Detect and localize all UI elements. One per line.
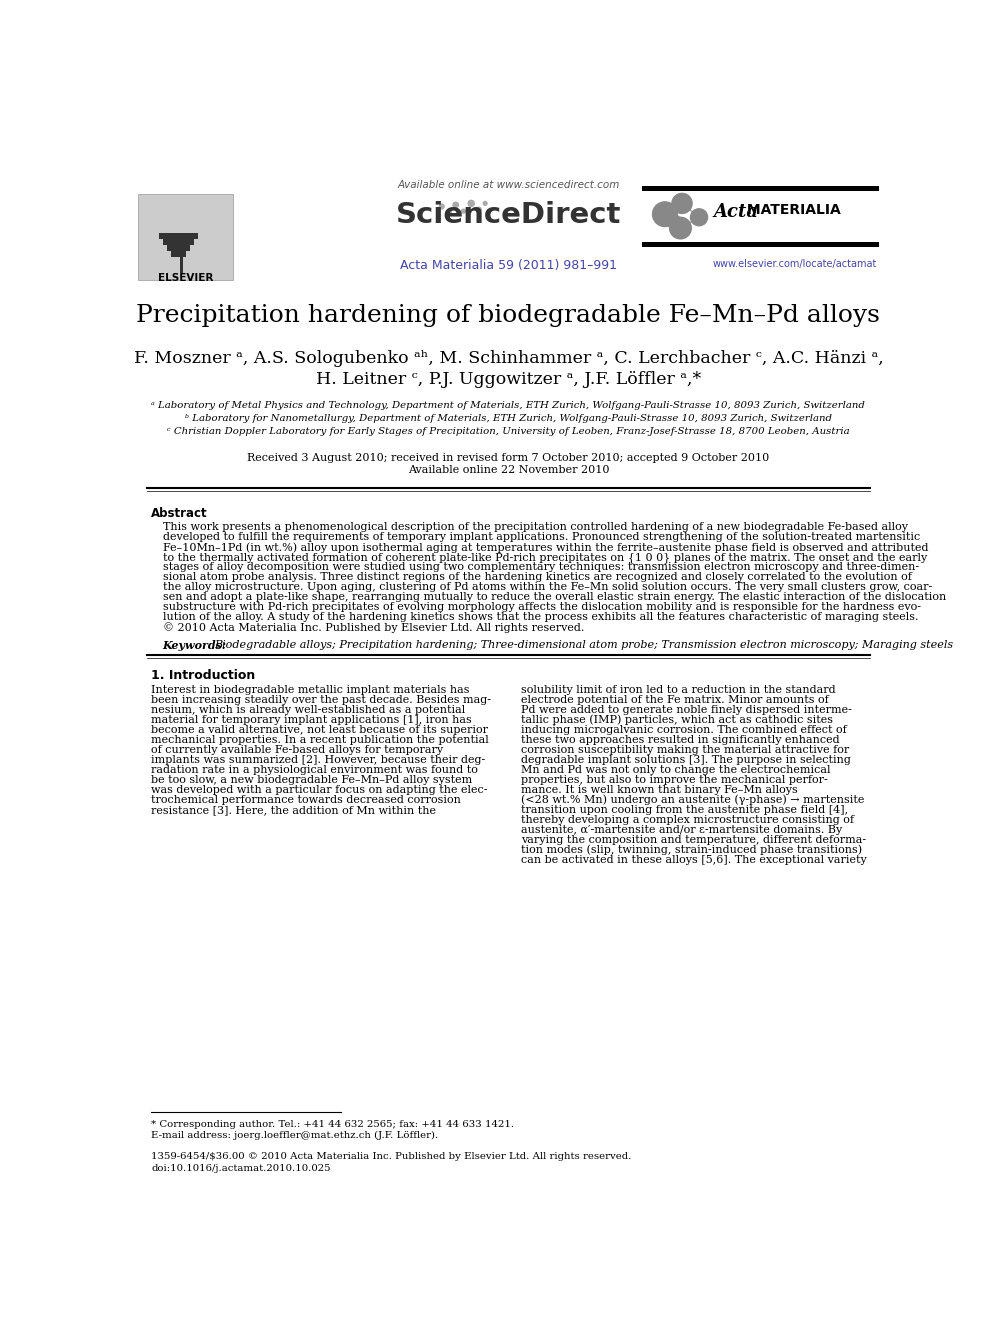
- Text: solubility limit of iron led to a reduction in the standard: solubility limit of iron led to a reduct…: [521, 685, 835, 695]
- Circle shape: [653, 202, 678, 226]
- Text: radation rate in a physiological environment was found to: radation rate in a physiological environ…: [151, 765, 478, 775]
- Text: trochemical performance towards decreased corrosion: trochemical performance towards decrease…: [151, 795, 461, 804]
- Text: MATERIALIA: MATERIALIA: [742, 204, 841, 217]
- Text: sional atom probe analysis. Three distinct regions of the hardening kinetics are: sional atom probe analysis. Three distin…: [163, 573, 912, 582]
- Text: corrosion susceptibility making the material attractive for: corrosion susceptibility making the mate…: [521, 745, 849, 754]
- Circle shape: [468, 200, 474, 206]
- Text: inducing microgalvanic corrosion. The combined effect of: inducing microgalvanic corrosion. The co…: [521, 725, 846, 734]
- Text: www.elsevier.com/locate/actamat: www.elsevier.com/locate/actamat: [713, 259, 877, 269]
- Text: 1359-6454/$36.00 © 2010 Acta Materialia Inc. Published by Elsevier Ltd. All righ: 1359-6454/$36.00 © 2010 Acta Materialia …: [151, 1152, 632, 1162]
- Text: Fe–10Mn–1Pd (in wt.%) alloy upon isothermal aging at temperatures within the fer: Fe–10Mn–1Pd (in wt.%) alloy upon isother…: [163, 542, 929, 553]
- FancyBboxPatch shape: [167, 245, 189, 251]
- Circle shape: [453, 202, 458, 208]
- FancyBboxPatch shape: [642, 185, 879, 191]
- Text: mance. It is well known that binary Fe–Mn alloys: mance. It is well known that binary Fe–M…: [521, 785, 798, 795]
- Text: Available online at www.sciencedirect.com: Available online at www.sciencedirect.co…: [397, 180, 620, 191]
- Circle shape: [670, 217, 691, 239]
- Text: austenite, α′-martensite and/or ε-martensite domains. By: austenite, α′-martensite and/or ε-marten…: [521, 824, 842, 835]
- Text: transition upon cooling from the austenite phase field [4],: transition upon cooling from the austeni…: [521, 804, 848, 815]
- Text: tion modes (slip, twinning, strain-induced phase transitions): tion modes (slip, twinning, strain-induc…: [521, 845, 862, 856]
- Text: tallic phase (IMP) particles, which act as cathodic sites: tallic phase (IMP) particles, which act …: [521, 714, 833, 725]
- Text: properties, but also to improve the mechanical perfor-: properties, but also to improve the mech…: [521, 775, 827, 785]
- Text: implants was summarized [2]. However, because their deg-: implants was summarized [2]. However, be…: [151, 754, 485, 765]
- Text: H. Leitner ᶜ, P.J. Uggowitzer ᵃ, J.F. Löffler ᵃ,*: H. Leitner ᶜ, P.J. Uggowitzer ᵃ, J.F. Lö…: [315, 370, 701, 388]
- FancyBboxPatch shape: [171, 251, 186, 257]
- Text: Abstract: Abstract: [151, 507, 207, 520]
- FancyBboxPatch shape: [642, 242, 879, 247]
- Text: © 2010 Acta Materialia Inc. Published by Elsevier Ltd. All rights reserved.: © 2010 Acta Materialia Inc. Published by…: [163, 622, 584, 634]
- Text: degradable implant solutions [3]. The purpose in selecting: degradable implant solutions [3]. The pu…: [521, 754, 851, 765]
- Text: Available online 22 November 2010: Available online 22 November 2010: [408, 466, 609, 475]
- FancyBboxPatch shape: [180, 257, 183, 273]
- Text: This work presents a phenomenological description of the precipitation controlle: This work presents a phenomenological de…: [163, 523, 908, 532]
- Text: resistance [3]. Here, the addition of Mn within the: resistance [3]. Here, the addition of Mn…: [151, 804, 436, 815]
- Text: mechanical properties. In a recent publication the potential: mechanical properties. In a recent publi…: [151, 734, 489, 745]
- Text: Mn and Pd was not only to change the electrochemical: Mn and Pd was not only to change the ele…: [521, 765, 830, 775]
- Circle shape: [668, 214, 682, 229]
- Text: nesium, which is already well-established as a potential: nesium, which is already well-establishe…: [151, 705, 465, 714]
- Text: E-mail address: joerg.loeffler@mat.ethz.ch (J.F. Löffler).: E-mail address: joerg.loeffler@mat.ethz.…: [151, 1130, 438, 1139]
- Text: Precipitation hardening of biodegradable Fe–Mn–Pd alloys: Precipitation hardening of biodegradable…: [137, 303, 880, 327]
- Circle shape: [476, 208, 481, 212]
- Text: was developed with a particular focus on adapting the elec-: was developed with a particular focus on…: [151, 785, 488, 795]
- Text: sen and adopt a plate-like shape, rearranging mutually to reduce the overall ela: sen and adopt a plate-like shape, rearra…: [163, 593, 946, 602]
- Text: varying the composition and temperature, different deforma-: varying the composition and temperature,…: [521, 835, 866, 845]
- Text: Received 3 August 2010; received in revised form 7 October 2010; accepted 9 Octo: Received 3 August 2010; received in revi…: [247, 452, 770, 463]
- Circle shape: [461, 209, 465, 213]
- Text: Interest in biodegradable metallic implant materials has: Interest in biodegradable metallic impla…: [151, 685, 469, 695]
- Circle shape: [672, 193, 692, 213]
- Text: the alloy microstructure. Upon aging, clustering of Pd atoms within the Fe–Mn so: the alloy microstructure. Upon aging, cl…: [163, 582, 932, 593]
- Circle shape: [483, 201, 487, 205]
- Circle shape: [690, 209, 707, 226]
- Text: substructure with Pd-rich precipitates of evolving morphology affects the disloc: substructure with Pd-rich precipitates o…: [163, 602, 921, 613]
- Text: ᵇ Laboratory for Nanometallurgy, Department of Materials, ETH Zurich, Wolfgang-P: ᵇ Laboratory for Nanometallurgy, Departm…: [185, 414, 832, 423]
- Text: stages of alloy decomposition were studied using two complementary techniques: t: stages of alloy decomposition were studi…: [163, 562, 919, 573]
- Text: these two approaches resulted in significantly enhanced: these two approaches resulted in signifi…: [521, 734, 839, 745]
- FancyBboxPatch shape: [159, 233, 197, 239]
- Text: electrode potential of the Fe matrix. Minor amounts of: electrode potential of the Fe matrix. Mi…: [521, 695, 828, 705]
- Text: to the thermally activated formation of coherent plate-like Pd-rich precipitates: to the thermally activated formation of …: [163, 552, 927, 564]
- Text: be too slow, a new biodegradable Fe–Mn–Pd alloy system: be too slow, a new biodegradable Fe–Mn–P…: [151, 775, 472, 785]
- Text: lution of the alloy. A study of the hardening kinetics shows that the process ex: lution of the alloy. A study of the hard…: [163, 613, 919, 622]
- Text: 1. Introduction: 1. Introduction: [151, 669, 255, 683]
- Text: doi:10.1016/j.actamat.2010.10.025: doi:10.1016/j.actamat.2010.10.025: [151, 1164, 330, 1172]
- Text: material for temporary implant applications [1], iron has: material for temporary implant applicati…: [151, 714, 472, 725]
- Text: (<28 wt.% Mn) undergo an austenite (γ-phase) → martensite: (<28 wt.% Mn) undergo an austenite (γ-ph…: [521, 795, 864, 806]
- Text: Pd were added to generate noble finely dispersed interme-: Pd were added to generate noble finely d…: [521, 705, 852, 714]
- Text: ᵃ Laboratory of Metal Physics and Technology, Department of Materials, ETH Zuric: ᵃ Laboratory of Metal Physics and Techno…: [152, 401, 865, 410]
- FancyBboxPatch shape: [138, 194, 232, 280]
- Circle shape: [439, 204, 444, 209]
- Circle shape: [447, 210, 451, 214]
- Text: Keywords:: Keywords:: [163, 640, 227, 651]
- Text: ScienceDirect: ScienceDirect: [396, 201, 621, 229]
- FancyBboxPatch shape: [163, 239, 193, 245]
- Text: F. Moszner ᵃ, A.S. Sologubenko ᵃʰ, M. Schinhammer ᵃ, C. Lerchbacher ᶜ, A.C. Hänz: F. Moszner ᵃ, A.S. Sologubenko ᵃʰ, M. Sc…: [134, 349, 883, 366]
- Text: can be activated in these alloys [5,6]. The exceptional variety: can be activated in these alloys [5,6]. …: [521, 855, 867, 865]
- Text: become a valid alternative, not least because of its superior: become a valid alternative, not least be…: [151, 725, 488, 734]
- Text: ELSEVIER: ELSEVIER: [159, 273, 213, 283]
- Text: ᶜ Christian Doppler Laboratory for Early Stages of Precipitation, University of : ᶜ Christian Doppler Laboratory for Early…: [167, 427, 850, 437]
- Text: been increasing steadily over the past decade. Besides mag-: been increasing steadily over the past d…: [151, 695, 491, 705]
- Text: of currently available Fe-based alloys for temporary: of currently available Fe-based alloys f…: [151, 745, 443, 754]
- Text: * Corresponding author. Tel.: +41 44 632 2565; fax: +41 44 633 1421.: * Corresponding author. Tel.: +41 44 632…: [151, 1119, 514, 1129]
- Text: Acta: Acta: [713, 204, 758, 221]
- Text: Acta Materialia 59 (2011) 981–991: Acta Materialia 59 (2011) 981–991: [400, 259, 617, 271]
- Text: thereby developing a complex microstructure consisting of: thereby developing a complex microstruct…: [521, 815, 854, 824]
- Text: developed to fulfill the requirements of temporary implant applications. Pronoun: developed to fulfill the requirements of…: [163, 532, 920, 542]
- Text: Biodegradable alloys; Precipitation hardening; Three-dimensional atom probe; Tra: Biodegradable alloys; Precipitation hard…: [214, 640, 953, 650]
